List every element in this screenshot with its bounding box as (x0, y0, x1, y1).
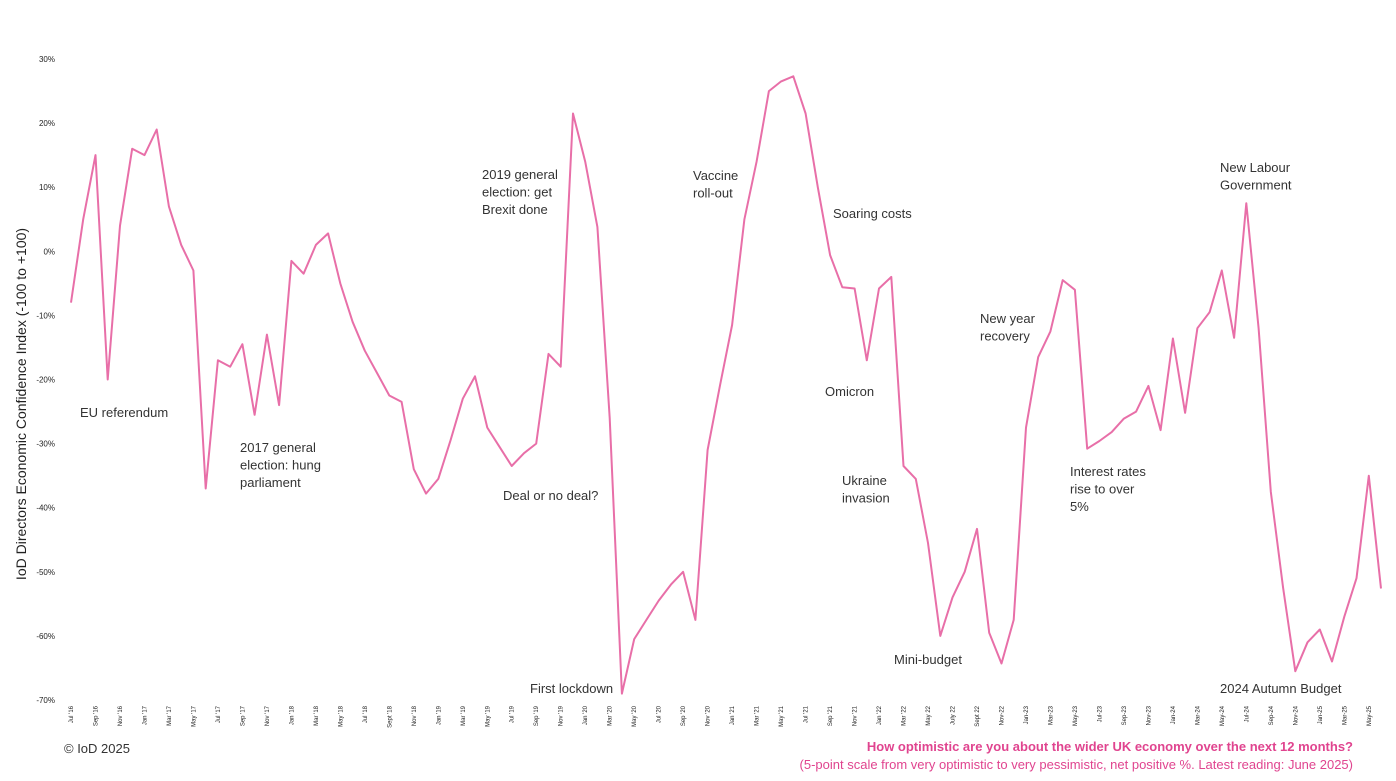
x-tick-label: Jan '19 (436, 705, 442, 725)
y-tick-label: 0% (43, 247, 55, 256)
annotation-label: 2019 general election: get Brexit done (482, 167, 558, 217)
y-tick-label: -20% (36, 376, 55, 385)
x-tick-label: Sep '21 (828, 705, 834, 726)
y-tick-label: -70% (36, 696, 55, 705)
annotation-label: 2024 Autumn Budget (1220, 681, 1342, 696)
x-tick-label: Sep '20 (681, 705, 687, 726)
x-tick-label: Nov-24 (1293, 705, 1299, 725)
x-tick-label: May '18 (338, 705, 344, 726)
x-tick-label: May '19 (485, 705, 491, 726)
x-tick-label: Mar '18 (314, 705, 320, 725)
x-tick-label: Jan '22 (877, 705, 883, 725)
x-tick-label: Jan '20 (583, 705, 589, 725)
x-tick-label: Jul '18 (363, 705, 369, 723)
x-tick-label: Nov-23 (1146, 705, 1152, 725)
x-tick-label: Jan '18 (289, 705, 295, 725)
x-tick-label: Jul '19 (510, 705, 516, 723)
x-tick-label: May-24 (1220, 705, 1226, 726)
x-tick-label: Nov '19 (559, 705, 565, 726)
x-tick-label: May-25 (1367, 705, 1373, 726)
x-tick-label: Sep-24 (1269, 705, 1275, 725)
x-tick-label: July 22 (950, 705, 956, 725)
x-tick-label: Mar '22 (902, 705, 908, 725)
x-tick-label: Sept '18 (387, 705, 393, 727)
annotation-label: New Labour Government (1220, 160, 1292, 193)
x-tick-label: Sep '17 (240, 705, 246, 726)
x-tick-label: Jul-23 (1097, 705, 1103, 722)
x-tick-label: May-23 (1073, 705, 1079, 726)
x-tick-label: Nov '16 (118, 705, 124, 726)
x-tick-label: Sep '16 (93, 705, 99, 726)
y-axis-label: IoD Directors Economic Confidence Index … (13, 228, 29, 580)
annotation-label: Mini-budget (894, 652, 962, 667)
annotation-label: EU referendum (80, 405, 168, 420)
x-tick-label: May '17 (191, 705, 197, 726)
x-tick-label: Sep-23 (1122, 705, 1128, 725)
y-tick-label: 20% (39, 119, 55, 128)
y-tick-label: -40% (36, 504, 55, 513)
x-tick-label: Mar-24 (1195, 705, 1201, 725)
x-axis-ticks: Jul '16 Sep '16 Nov '16 Jan '17 Mar '17 May '… (69, 705, 1373, 728)
annotation-label: Soaring costs (833, 206, 912, 221)
y-tick-label: 30% (39, 55, 55, 64)
x-tick-label: Nov-22 (999, 705, 1005, 725)
annotation-label: New year recovery (980, 311, 1036, 344)
x-tick-label: May '20 (632, 705, 638, 726)
x-tick-label: Jul '21 (804, 705, 810, 723)
copyright: © IoD 2025 (64, 741, 130, 756)
x-tick-label: May '21 (779, 705, 785, 726)
x-tick-label: Jan-25 (1318, 705, 1324, 724)
annotation-label: Ukraine invasion (842, 473, 890, 506)
annotation-label: 2017 general election: hung parliament (240, 440, 321, 490)
confidence-index-line (70, 75, 1382, 695)
x-tick-label: Sep '19 (534, 705, 540, 726)
x-tick-label: Jul-24 (1244, 705, 1250, 722)
y-tick-label: -60% (36, 632, 55, 641)
x-tick-label: Jul '16 (69, 705, 75, 723)
y-axis-ticks: 30% 20% 10% 0% -10% -20% -30% -40% -50% -60% -70% (36, 55, 55, 705)
x-tick-label: Jul '17 (216, 705, 222, 723)
x-tick-label: Jan '17 (142, 705, 148, 725)
x-tick-label: Mar '20 (608, 705, 614, 725)
annotations: EU referendum 2017 general election: hung p… (80, 160, 1342, 696)
x-tick-label: Mar '21 (755, 705, 761, 725)
x-tick-label: Jan-24 (1171, 705, 1177, 724)
x-tick-label: Jul '20 (657, 705, 663, 723)
annotation-label: First lockdown (530, 681, 613, 696)
y-tick-label: -30% (36, 440, 55, 449)
y-tick-label: -10% (36, 311, 55, 320)
x-tick-label: Mar '19 (461, 705, 467, 725)
series-group (70, 75, 1382, 695)
survey-question: How optimistic are you about the wider U… (866, 739, 1353, 754)
annotation-label: Vaccine roll-out (693, 168, 738, 201)
y-tick-label: 10% (39, 183, 55, 192)
x-tick-label: Jan-23 (1024, 705, 1030, 724)
x-tick-label: Nov '20 (706, 705, 712, 726)
survey-scale-note: (5-point scale from very optimistic to v… (799, 757, 1353, 772)
x-tick-label: Mar-23 (1048, 705, 1054, 725)
x-tick-label: Nov '21 (853, 705, 859, 726)
x-tick-label: Nov '18 (412, 705, 418, 726)
annotation-label: Interest rates rise to over 5% (1070, 464, 1146, 514)
annotation-label: Deal or no deal? (503, 488, 598, 503)
x-tick-label: Sept 22 (975, 705, 981, 726)
x-tick-label: Jan '21 (730, 705, 736, 725)
x-tick-label: Mar-25 (1342, 705, 1348, 725)
x-tick-label: Nov '17 (265, 705, 271, 726)
x-tick-label: May 22 (926, 705, 932, 725)
annotation-label: Omicron (825, 384, 874, 399)
x-tick-label: Mar '17 (167, 705, 173, 725)
y-tick-label: -50% (36, 568, 55, 577)
